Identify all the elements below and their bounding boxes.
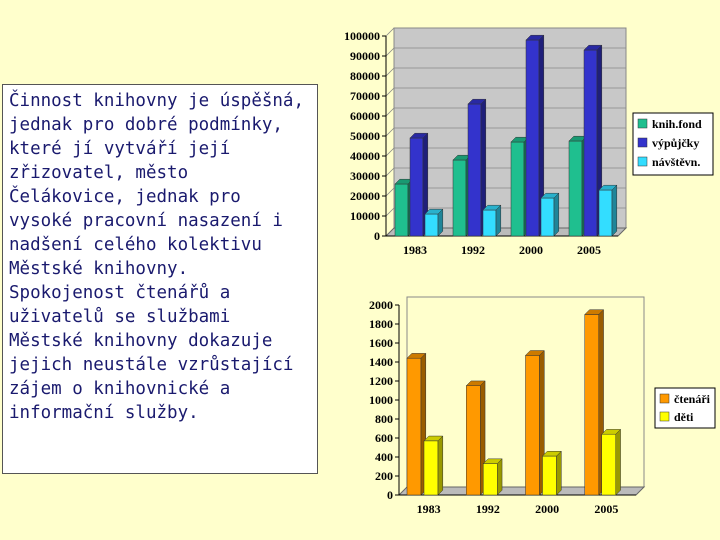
bar-top-děti-1983: [423, 435, 444, 442]
x-tick-label: 1983: [403, 243, 427, 257]
y-tick-label: 200: [375, 469, 393, 483]
legend-label: návštěvn.: [652, 155, 700, 169]
grid-line: [385, 87, 626, 97]
bar-side-děti-2005: [615, 428, 621, 496]
y-tick-label: 10000: [350, 209, 380, 223]
grid-line: [385, 27, 626, 37]
text-panel-body: Činnost knihovny je úspěšná, jednak pro …: [9, 91, 305, 423]
bar-top-čtenáři-1992: [465, 380, 486, 386]
bar-side-děti-2000: [556, 450, 562, 496]
y-tick-label: 600: [375, 431, 393, 445]
bar-děti-1992: [483, 463, 498, 496]
bar-top-výpůjčky-1983: [409, 132, 429, 139]
y-tick-label: 0: [374, 229, 380, 243]
bar-děti-2005: [601, 433, 616, 496]
y-tick-label: 90000: [350, 49, 380, 63]
legend-label: čtenáři: [674, 392, 711, 406]
y-tick-label: 20000: [350, 189, 380, 203]
y-tick-label: 1000: [369, 393, 393, 407]
y-tick-label: 2000: [369, 298, 393, 312]
grid-line: [385, 67, 626, 77]
bar-děti-1983: [423, 440, 439, 496]
bar-side-děti-1992: [497, 458, 503, 496]
bar-čtenáři-1983: [406, 357, 422, 496]
grid-line: [385, 107, 626, 117]
legend-label: knih.fond: [652, 117, 702, 131]
bar-top-návštěvn.-2005: [598, 184, 618, 191]
bar-side-děti-1983: [437, 435, 444, 496]
y-tick-label: 1400: [369, 355, 393, 369]
y-tick-label: 50000: [350, 129, 380, 143]
legend-swatch: [637, 137, 648, 148]
y-tick-label: 800: [375, 412, 393, 426]
y-tick-label: 400: [375, 450, 393, 464]
y-tick-label: 70000: [350, 89, 380, 103]
legend-swatch: [659, 393, 670, 404]
x-tick-label: 2000: [519, 243, 543, 257]
x-tick-label: 2005: [594, 502, 618, 516]
grid-line: [385, 47, 626, 57]
y-tick-label: 40000: [350, 149, 380, 163]
y-tick-label: 60000: [350, 109, 380, 123]
bar-top-návštěvn.-1983: [424, 208, 444, 215]
bar-top-výpůjčky-2005: [583, 44, 603, 51]
bar-top-výpůjčky-2000: [525, 34, 545, 41]
bar-čtenáři-2000: [525, 355, 540, 496]
x-tick-label: 2000: [535, 502, 559, 516]
bar-čtenáři-2005: [584, 314, 599, 496]
legend-swatch: [637, 156, 648, 167]
bar-top-děti-1992: [482, 458, 503, 464]
grid-line: [385, 167, 626, 177]
grid-line: [385, 127, 626, 137]
bar-top-čtenáři-1983: [406, 353, 427, 359]
text-panel: Činnost knihovny je úspěšná, jednak pro …: [2, 84, 318, 474]
bar-top-návštěvn.-1992: [482, 204, 502, 211]
bar-top-návštěvn.-2000: [540, 192, 560, 199]
bar-top-čtenáři-2005: [584, 309, 605, 315]
y-tick-label: 1800: [369, 317, 393, 331]
legend-swatch: [637, 118, 648, 129]
grid-line: [385, 187, 626, 197]
y-tick-label: 1600: [369, 336, 393, 350]
bar-čtenáři-1992: [466, 385, 481, 496]
legend-label: děti: [674, 410, 694, 424]
y-tick-label: 0: [387, 488, 393, 502]
x-tick-label: 2005: [577, 243, 601, 257]
y-tick-label: 100000: [344, 29, 380, 43]
grid-line: [385, 147, 626, 157]
x-tick-label: 1992: [461, 243, 485, 257]
bar-top-děti-2005: [601, 429, 622, 435]
x-tick-label: 1992: [476, 502, 500, 516]
legend-swatch: [659, 411, 670, 422]
bar-top-výpůjčky-1992: [467, 98, 487, 105]
bar-top-čtenáři-2000: [524, 350, 545, 356]
y-tick-label: 80000: [350, 69, 380, 83]
y-tick-label: 30000: [350, 169, 380, 183]
x-tick-label: 1983: [417, 502, 441, 516]
bar-děti-2000: [542, 455, 557, 496]
bar-top-děti-2000: [541, 451, 562, 457]
legend-label: výpůjčky: [652, 136, 699, 150]
y-tick-label: 1200: [369, 374, 393, 388]
